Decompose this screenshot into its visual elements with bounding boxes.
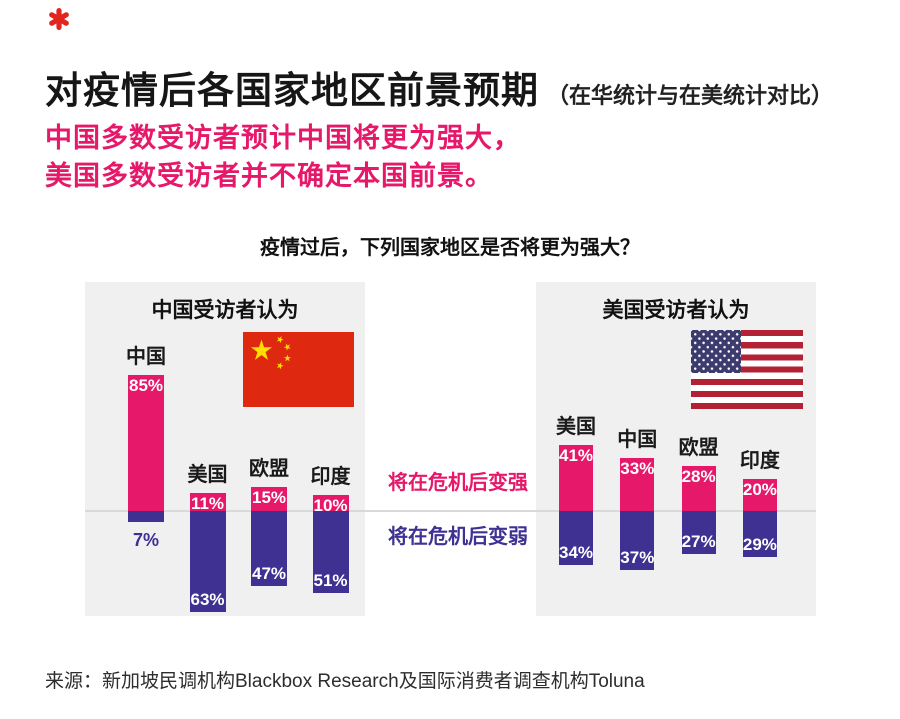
bar-value-weaker: 29%	[742, 535, 777, 555]
subtitle-line-2: 美国多数受访者并不确定本国前景。	[45, 161, 493, 191]
bar-value-stronger: 33%	[620, 459, 655, 479]
page-title-note: （在华统计与在美统计对比）	[547, 83, 834, 108]
bar-value-weaker: 37%	[620, 548, 655, 568]
bar-segment-stronger: 28%	[681, 466, 716, 511]
bar-segment-stronger: 15%	[251, 487, 287, 511]
bar-value-weaker: 63%	[190, 589, 225, 609]
bar-value-stronger: 10%	[313, 496, 348, 515]
china-panel-title: 中国受访者认为	[151, 299, 299, 322]
chart-question: 疫情过后，下列国家地区是否将更为强大？	[260, 237, 640, 259]
bar-category-label: 美国	[556, 416, 596, 439]
page-title: 对疫情后各国家地区前景预期	[45, 70, 539, 111]
bar-value-weaker: 27%	[681, 532, 716, 552]
bar-segment-weaker: 27%	[681, 511, 716, 555]
china-respondents-panel: 中国受访者认为 中国 85% 7% 美国 11% 63% 欧盟 15% 47% 印度 10% 51%	[85, 282, 365, 616]
bar-category-label: 中国	[617, 429, 658, 452]
bar-category-label: 欧盟	[249, 458, 289, 480]
bar-value-stronger: 20%	[742, 480, 777, 499]
legend-stronger-label: 将在危机后变强	[388, 472, 528, 494]
brand-logo-icon	[49, 8, 69, 30]
usa-flag-canton	[691, 330, 741, 373]
bar-segment-stronger: 11%	[189, 493, 226, 514]
bar-segment-weaker: 29%	[742, 511, 777, 558]
china-flag-icon	[243, 332, 354, 407]
bar-value-stronger: 11%	[190, 494, 225, 514]
us-respondents-panel: 美国受访者认为 美国 41% 34% 中国 33% 37% 欧盟 28% 27% 印度 20% 29%	[536, 282, 816, 616]
bar-segment-stronger: 41%	[559, 445, 593, 511]
bar-segment-weaker: 37%	[620, 511, 655, 571]
bar-segment-weaker	[128, 511, 164, 523]
bar-value-stronger: 41%	[559, 446, 594, 466]
bar-value-stronger: 15%	[251, 488, 287, 507]
us-panel-bars: 美国 41% 34% 中国 33% 37% 欧盟 28% 27% 印度 20% 29%	[536, 282, 816, 616]
us-panel-title: 美国受访者认为	[602, 299, 750, 322]
bar-category-label: 美国	[187, 464, 228, 487]
subtitle: 中国多数受访者预计中国将更为强大， 美国多数受访者并不确定本国前景。	[45, 119, 521, 195]
bar-segment-stronger: 20%	[742, 479, 777, 511]
bar-category-label: 印度	[739, 450, 780, 472]
bar-segment-stronger: 10%	[312, 495, 349, 515]
bar-segment-weaker: 51%	[312, 511, 349, 593]
bar-category-label: 中国	[126, 346, 166, 368]
source-note: 来源：新加坡民调机构Blackbox Research及国际消费者调查机构Tol…	[45, 671, 645, 692]
bar-segment-weaker: 63%	[189, 511, 226, 612]
bar-segment-stronger: 85%	[128, 375, 164, 511]
bar-value-weaker: 7%	[132, 530, 159, 551]
subtitle-line-1: 中国多数受访者预计中国将更为强大，	[45, 123, 521, 153]
bar-category-label: 欧盟	[678, 437, 719, 460]
bar-segment-stronger: 33%	[620, 458, 654, 511]
bar-segment-weaker: 34%	[559, 511, 594, 566]
china-panel-bars: 中国 85% 7% 美国 11% 63% 欧盟 15% 47% 印度 10% 51%	[85, 282, 365, 616]
bar-value-weaker: 47%	[251, 564, 287, 584]
bar-segment-weaker: 47%	[251, 511, 287, 587]
bar-value-weaker: 51%	[313, 570, 348, 590]
bar-value-stronger: 28%	[681, 467, 716, 487]
bar-value-stronger: 85%	[128, 376, 164, 395]
headline: 对疫情后各国家地区前景预期 （在华统计与在美统计对比）	[45, 60, 875, 114]
baseline-axis	[85, 510, 816, 512]
bar-category-label: 印度	[310, 466, 351, 488]
bar-value-weaker: 34%	[559, 543, 594, 563]
legend-weaker-label: 将在危机后变弱	[388, 526, 528, 548]
usa-flag-icon	[691, 330, 803, 409]
